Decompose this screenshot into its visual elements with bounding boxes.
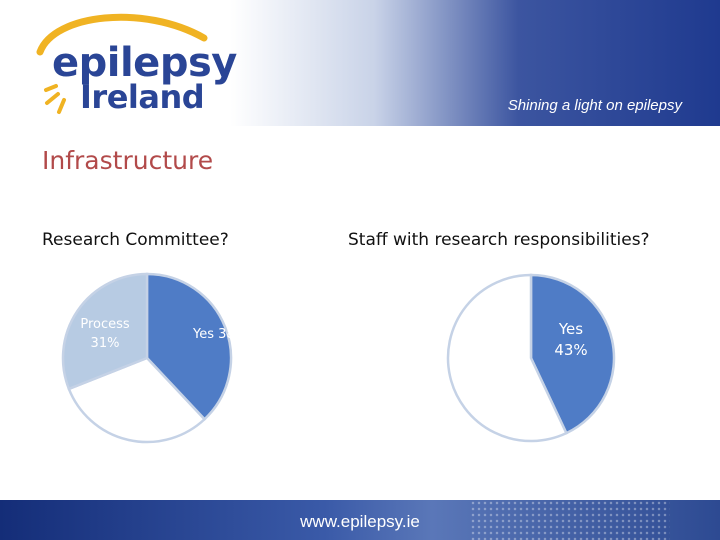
pie-0-process-slice	[61, 272, 149, 391]
pie-0-yes-slice	[145, 272, 233, 422]
staff-research-pie-chart: Yes 43%	[446, 273, 616, 443]
tagline: Shining a light on epilepsy	[507, 97, 682, 114]
logo-text-epilepsy: epilepsy	[52, 40, 237, 86]
logo-swoosh-icon	[36, 13, 208, 114]
footer-bar	[0, 500, 720, 540]
footer-dot-pattern	[470, 500, 670, 540]
pie-0-process-data-label: Process 31%	[80, 317, 130, 351]
pie-0-yes-data-label: Yes 38%	[192, 327, 247, 342]
subtitle-staff-research: Staff with research responsibilities?	[348, 230, 650, 250]
pie-1-yes-data-label: Yes 43%	[554, 320, 587, 359]
pie-0-other-slice	[67, 356, 207, 444]
logo-text-ireland: Ireland	[80, 78, 205, 116]
epilepsy-ireland-logo[interactable]: epilepsy Ireland	[34, 8, 237, 118]
subtitle-research-committee: Research Committee?	[42, 230, 229, 250]
pie-1-yes-slice	[529, 273, 616, 435]
footer-website-link[interactable]: www.epilepsy.ie	[300, 512, 420, 531]
header-banner	[0, 0, 720, 126]
pie-1-other-slice	[446, 273, 569, 443]
research-committee-pie-chart: Yes 38% Process 31%	[61, 272, 247, 444]
slide-title: Infrastructure	[42, 146, 214, 175]
